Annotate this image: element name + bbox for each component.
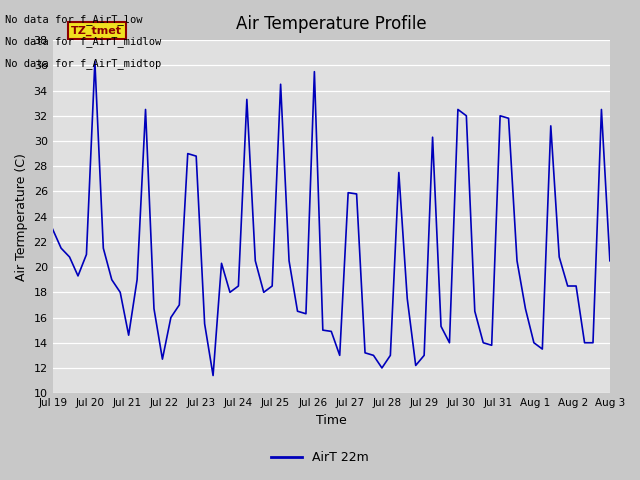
Y-axis label: Air Termperature (C): Air Termperature (C)	[15, 153, 28, 281]
Title: Air Temperature Profile: Air Temperature Profile	[236, 15, 427, 33]
Text: TZ_tmet: TZ_tmet	[71, 26, 122, 36]
Text: No data for f_AirT_low: No data for f_AirT_low	[5, 14, 143, 25]
Text: No data for f_AirT_midlow: No data for f_AirT_midlow	[5, 36, 161, 47]
Text: No data for f_AirT_midtop: No data for f_AirT_midtop	[5, 58, 161, 69]
Legend: AirT 22m: AirT 22m	[266, 446, 374, 469]
X-axis label: Time: Time	[316, 414, 347, 427]
